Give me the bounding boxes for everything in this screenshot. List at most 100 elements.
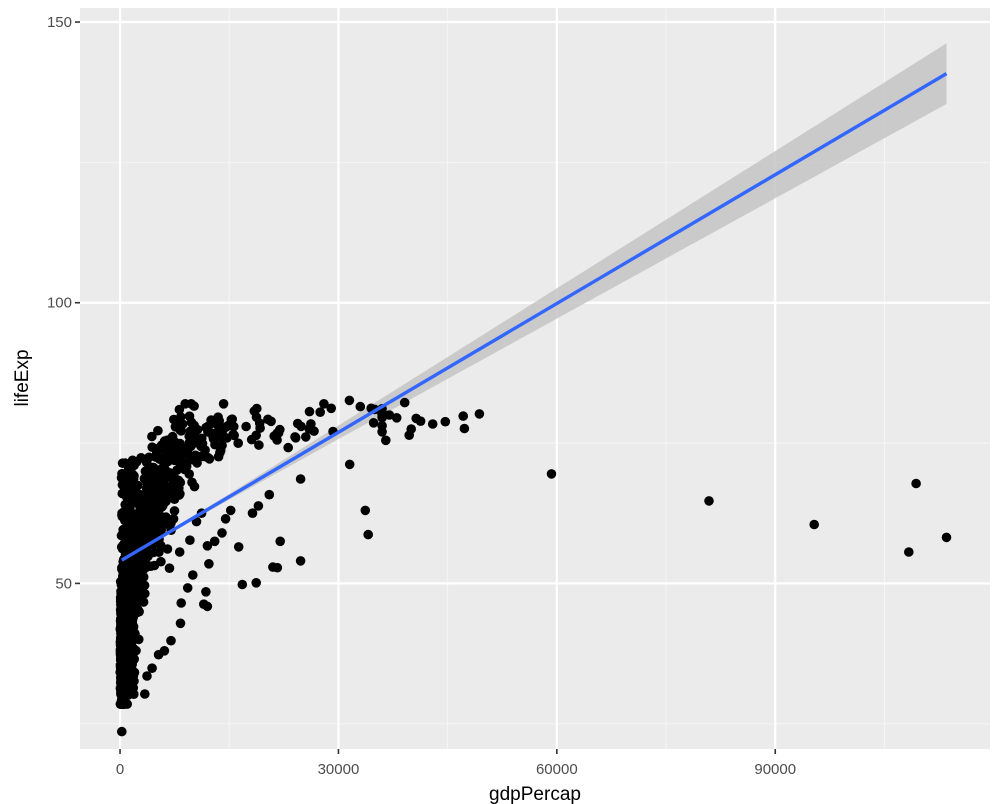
data-point bbox=[175, 618, 186, 629]
data-point bbox=[185, 535, 195, 545]
data-point bbox=[126, 516, 136, 527]
data-point bbox=[809, 519, 819, 530]
data-point bbox=[301, 432, 311, 442]
data-point bbox=[141, 467, 152, 478]
data-point bbox=[304, 406, 315, 417]
data-point bbox=[229, 421, 239, 432]
data-point bbox=[128, 587, 138, 598]
data-point bbox=[220, 514, 231, 524]
data-point bbox=[139, 502, 149, 513]
data-point bbox=[148, 489, 159, 499]
regression-line bbox=[120, 72, 948, 562]
data-point bbox=[125, 487, 136, 498]
data-point bbox=[296, 421, 306, 432]
data-point bbox=[326, 403, 337, 414]
data-point bbox=[170, 415, 180, 425]
data-point bbox=[166, 635, 176, 646]
data-point bbox=[210, 428, 221, 438]
data-point bbox=[241, 421, 251, 432]
data-point bbox=[188, 570, 198, 580]
data-point bbox=[125, 640, 135, 650]
data-point bbox=[153, 649, 164, 660]
data-point bbox=[295, 474, 306, 484]
data-point bbox=[275, 536, 286, 547]
data-point bbox=[186, 417, 197, 428]
data-point bbox=[233, 542, 244, 552]
data-point bbox=[203, 452, 213, 463]
data-point bbox=[215, 445, 226, 456]
data-point bbox=[125, 648, 135, 659]
data-point bbox=[121, 595, 131, 606]
data-point bbox=[272, 428, 283, 439]
data-point bbox=[115, 699, 126, 709]
data-point bbox=[283, 442, 294, 453]
data-point bbox=[253, 501, 264, 511]
confidence-ribbon bbox=[121, 43, 947, 563]
data-point bbox=[202, 601, 213, 612]
data-point bbox=[126, 670, 137, 680]
data-point bbox=[166, 518, 176, 529]
data-point bbox=[124, 678, 134, 689]
data-point bbox=[125, 539, 135, 550]
data-point bbox=[217, 528, 227, 538]
data-point bbox=[941, 532, 952, 543]
data-point bbox=[126, 606, 137, 617]
data-point bbox=[268, 562, 278, 572]
data-point bbox=[126, 625, 137, 635]
data-point bbox=[177, 419, 188, 429]
data-point bbox=[440, 416, 451, 427]
data-point bbox=[141, 457, 152, 468]
data-point bbox=[154, 526, 164, 536]
y-axis: 50 100 150 bbox=[47, 14, 80, 592]
data-point bbox=[170, 422, 181, 432]
data-point bbox=[162, 544, 173, 554]
y-tick-label: 50 bbox=[55, 575, 72, 592]
data-point bbox=[546, 469, 557, 479]
data-point bbox=[196, 439, 207, 450]
data-point bbox=[167, 490, 177, 500]
data-point bbox=[156, 495, 166, 505]
data-point bbox=[156, 502, 167, 512]
data-point bbox=[237, 579, 248, 590]
data-point bbox=[384, 410, 395, 420]
data-point bbox=[458, 411, 469, 421]
data-point bbox=[295, 556, 306, 566]
data-point bbox=[180, 399, 190, 409]
data-point bbox=[459, 423, 470, 434]
data-point bbox=[129, 460, 139, 471]
data-point bbox=[233, 438, 243, 449]
data-point bbox=[117, 652, 128, 663]
y-tick-label: 100 bbox=[47, 295, 72, 312]
data-point bbox=[201, 587, 211, 597]
data-point bbox=[136, 594, 147, 604]
x-tick-label: 0 bbox=[116, 761, 124, 778]
x-tick-label: 60000 bbox=[536, 761, 578, 778]
x-tick-label: 30000 bbox=[318, 761, 360, 778]
data-point bbox=[222, 433, 232, 443]
x-axis-title: gdpPercap bbox=[489, 784, 581, 804]
y-axis-title: lifeExp bbox=[12, 349, 33, 406]
data-point bbox=[319, 399, 329, 409]
data-point bbox=[266, 416, 276, 427]
data-point bbox=[140, 689, 150, 699]
data-point bbox=[406, 424, 417, 434]
data-point bbox=[377, 409, 387, 419]
data-point bbox=[157, 441, 167, 452]
data-point bbox=[249, 406, 260, 416]
data-point bbox=[474, 409, 485, 419]
data-point bbox=[304, 424, 315, 434]
fit-line bbox=[120, 72, 948, 562]
data-point bbox=[171, 481, 182, 491]
data-point bbox=[121, 472, 131, 483]
data-point bbox=[170, 448, 181, 459]
data-point bbox=[363, 529, 374, 540]
x-axis: 0 30000 60000 90000 bbox=[116, 749, 796, 778]
data-point bbox=[117, 543, 128, 554]
data-point bbox=[182, 583, 193, 593]
data-point bbox=[147, 663, 157, 673]
data-point bbox=[117, 726, 127, 737]
data-point bbox=[187, 432, 198, 443]
x-tick-label: 90000 bbox=[754, 761, 796, 778]
data-point bbox=[181, 461, 192, 472]
